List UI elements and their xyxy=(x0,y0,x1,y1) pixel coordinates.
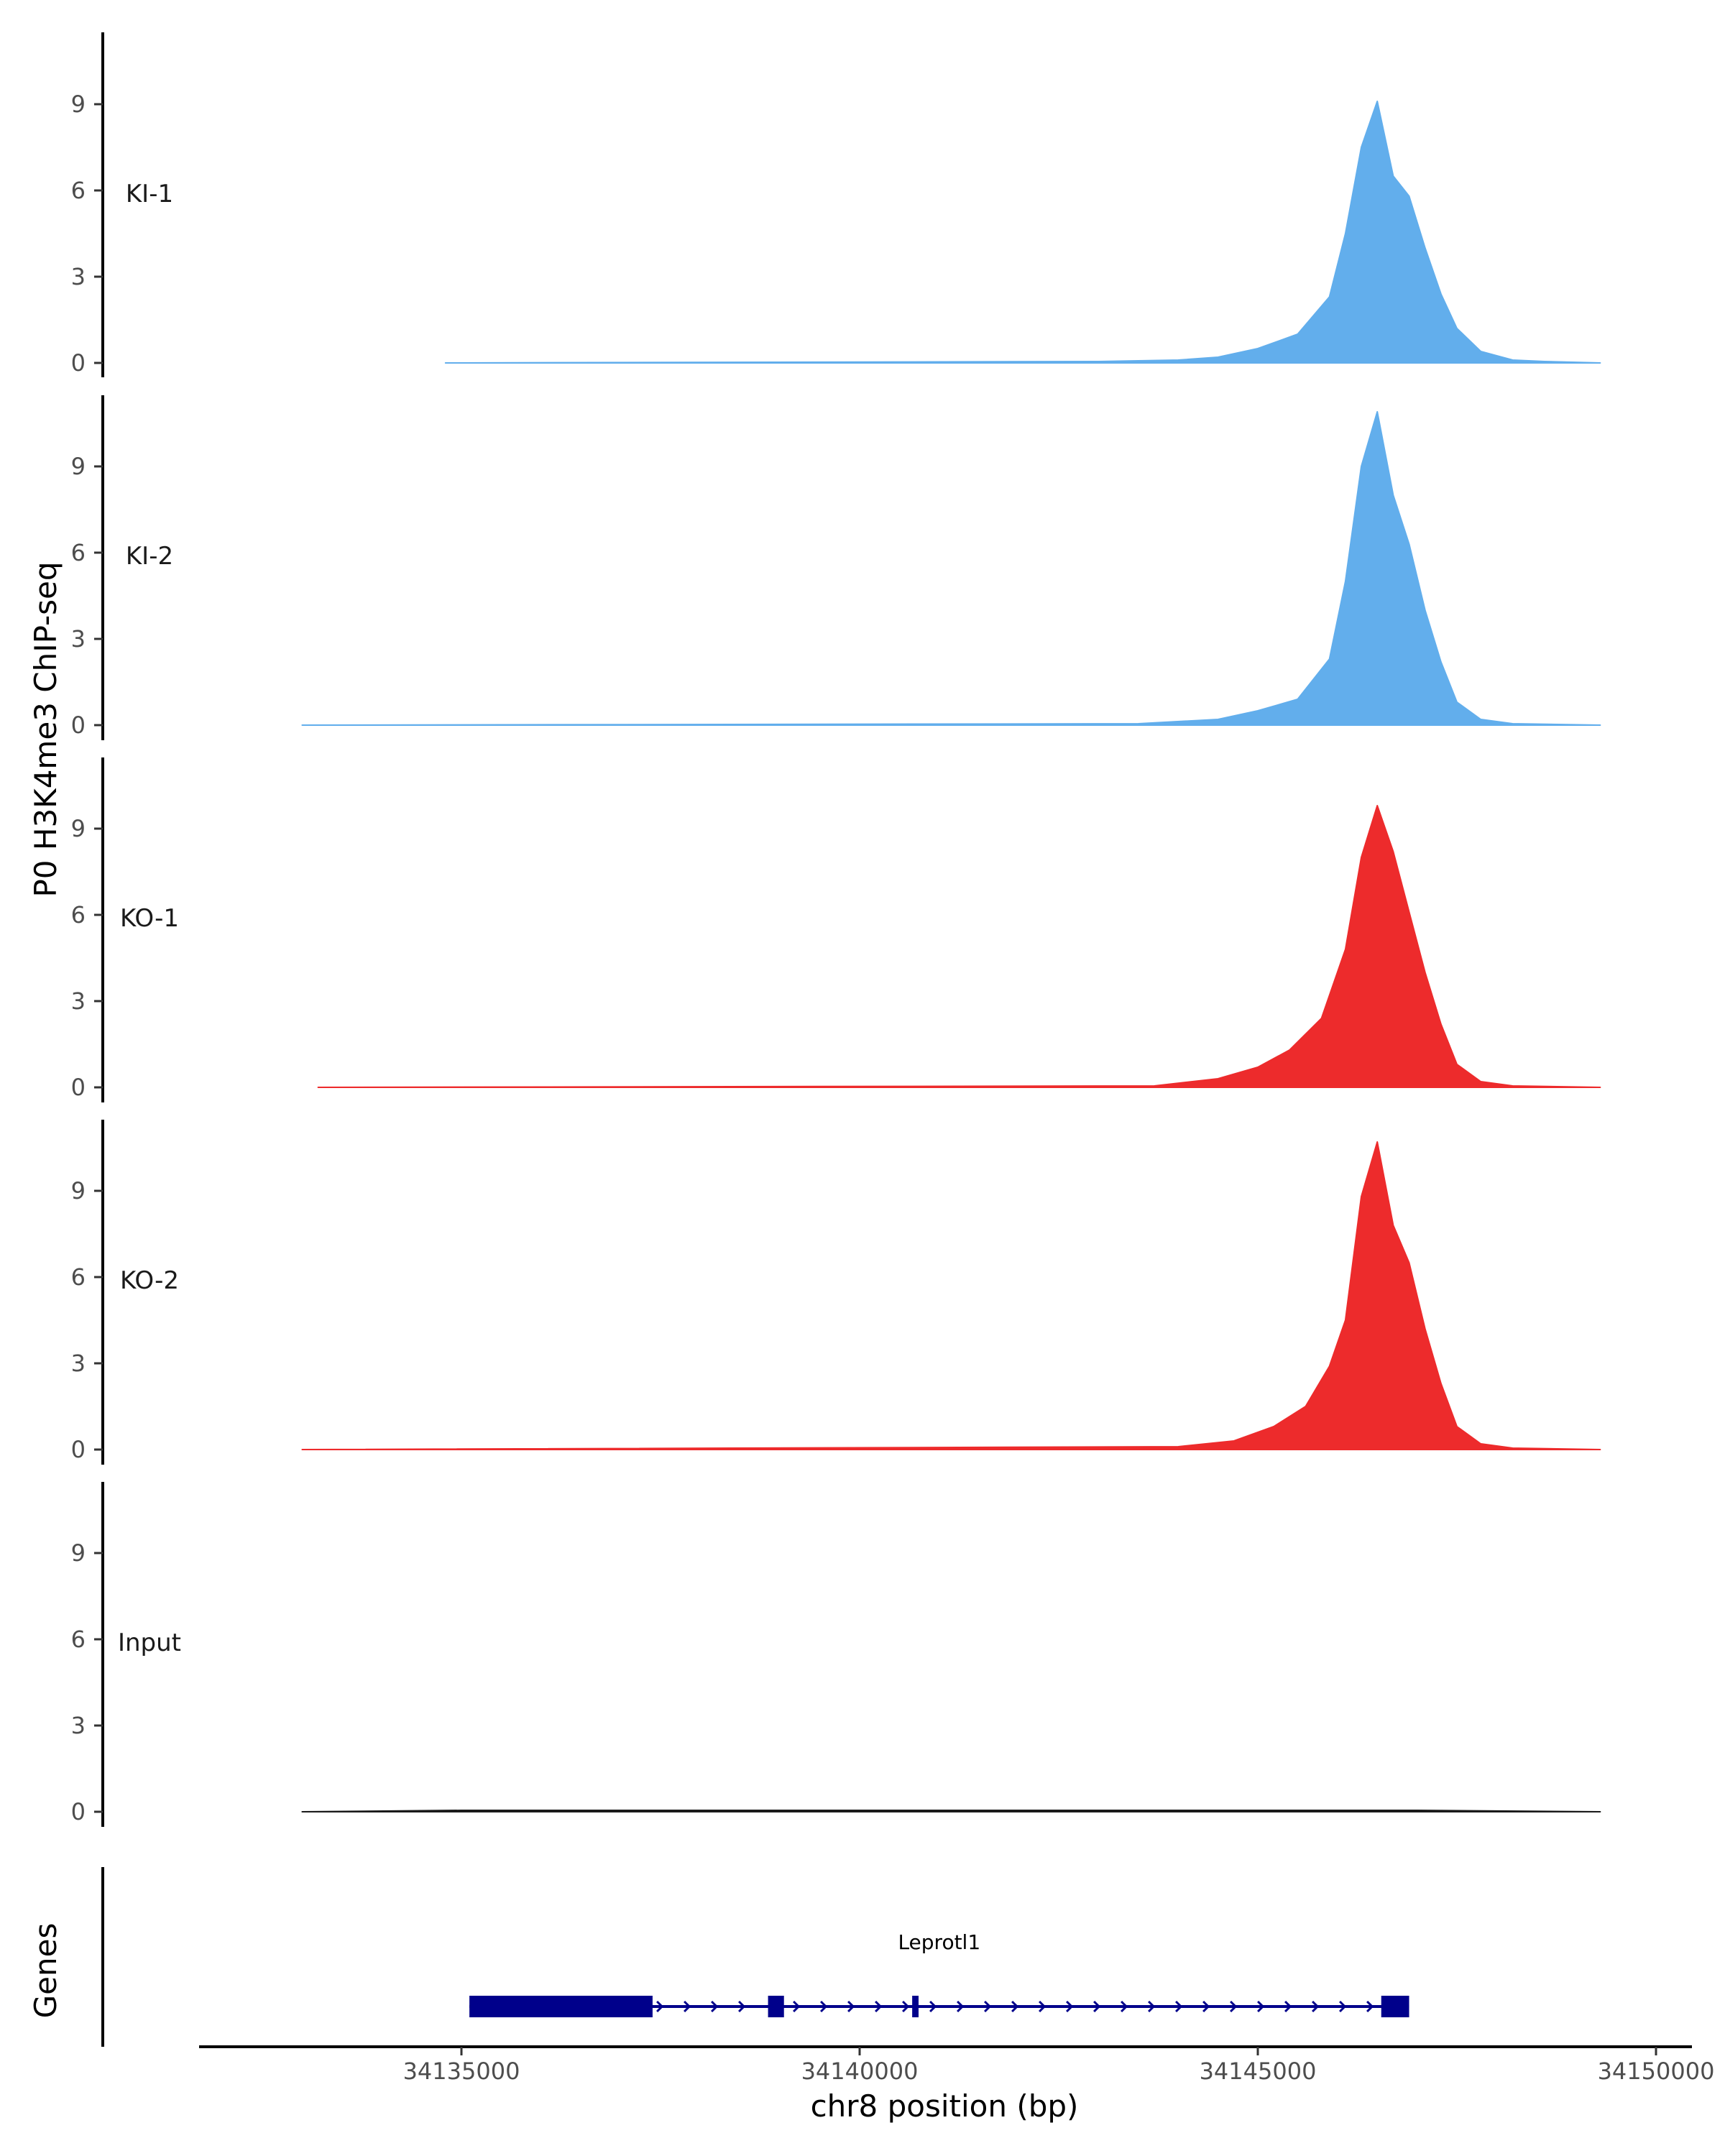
strand-arrow xyxy=(1148,2000,1156,2013)
strand-arrow xyxy=(738,2000,746,2013)
strand-arrow xyxy=(1066,2000,1074,2013)
y-tick-label: 6 xyxy=(71,901,86,929)
coverage-area xyxy=(301,1810,1601,1812)
track-label: KI-1 xyxy=(126,180,173,208)
y-tick-label: 9 xyxy=(71,815,86,842)
track-label: KI-2 xyxy=(126,542,173,571)
coverage-area xyxy=(301,411,1601,726)
strand-arrow xyxy=(656,2000,664,2013)
y-tick-label: 3 xyxy=(71,625,86,653)
y-tick-label: 0 xyxy=(71,1436,86,1463)
coverage-tracks: 0 3 6 9 KI-1 0 3 6 9 KI-2 0 3 6 9 KO-1 0 3 6 9 KO-2 0 3 6 9 Inpu… xyxy=(71,32,1601,1827)
strand-arrow xyxy=(1366,2000,1374,2013)
strand-arrow xyxy=(1257,2000,1265,2013)
y-tick-label: 3 xyxy=(71,1712,86,1739)
y-tick-label: 6 xyxy=(71,1263,86,1291)
strand-arrow xyxy=(684,2000,691,2013)
genes-panel-title: Genes xyxy=(28,1923,63,2019)
gene-exon xyxy=(768,1996,784,2017)
track-ki-2: 0 3 6 9 KI-2 xyxy=(71,395,1601,740)
x-tick-label: 34135000 xyxy=(403,2058,520,2085)
strand-arrow xyxy=(820,2000,828,2013)
strand-arrow xyxy=(902,2000,910,2013)
gene-name-label: Leprotl1 xyxy=(898,1930,980,1954)
y-tick-label: 3 xyxy=(71,1350,86,1377)
strand-arrow xyxy=(1312,2000,1320,2013)
gene-exon xyxy=(469,1996,653,2017)
y-tick-label: 9 xyxy=(71,453,86,480)
strand-arrow xyxy=(1175,2000,1183,2013)
track-ko-2: 0 3 6 9 KO-2 xyxy=(71,1120,1601,1465)
y-tick-label: 9 xyxy=(71,1177,86,1204)
strand-arrow xyxy=(1093,2000,1101,2013)
track-input: 0 3 6 9 Input xyxy=(71,1482,1601,1827)
strand-arrow xyxy=(1121,2000,1128,2013)
strand-arrow xyxy=(847,2000,855,2013)
strand-arrow xyxy=(984,2000,992,2013)
x-axis-title: chr8 position (bp) xyxy=(811,2088,1079,2124)
strand-arrow xyxy=(711,2000,719,2013)
x-tick-label: 34145000 xyxy=(1200,2058,1317,2085)
x-axis: 34135000 34140000 34145000 34150000 xyxy=(199,2045,1715,2085)
strand-arrow xyxy=(1039,2000,1046,2013)
y-tick-label: 3 xyxy=(71,987,86,1015)
coverage-area xyxy=(301,1141,1601,1450)
track-label: Input xyxy=(118,1628,181,1657)
y-tick-label: 0 xyxy=(71,711,86,739)
track-ki-1: 0 3 6 9 KI-1 xyxy=(71,32,1601,377)
y-tick-label: 0 xyxy=(71,1798,86,1825)
track-label: KO-2 xyxy=(120,1266,179,1295)
strand-arrow xyxy=(1339,2000,1347,2013)
y-tick-label: 6 xyxy=(71,177,86,204)
strand-arrow xyxy=(929,2000,937,2013)
strand-arrow xyxy=(1230,2000,1238,2013)
y-tick-label: 0 xyxy=(71,349,86,377)
y-tick-label: 0 xyxy=(71,1074,86,1101)
y-tick-label: 6 xyxy=(71,539,86,566)
gene-exon xyxy=(912,1996,919,2017)
y-tick-label: 6 xyxy=(71,1626,86,1653)
track-ko-1: 0 3 6 9 KO-1 xyxy=(71,757,1601,1102)
gene-exon xyxy=(1381,1996,1409,2017)
y-tick-label: 9 xyxy=(71,91,86,118)
x-tick-label: 34150000 xyxy=(1598,2058,1715,2085)
gene-track: Leprotl1 xyxy=(101,1867,1409,2047)
strand-arrow xyxy=(957,2000,965,2013)
coverage-area xyxy=(444,101,1601,364)
y-tick-label: 9 xyxy=(71,1539,86,1567)
coverage-area xyxy=(317,805,1601,1088)
strand-arrow xyxy=(793,2000,801,2013)
y-axis-title: P0 H3K4me3 ChIP-seq xyxy=(28,561,63,897)
x-tick-label: 34140000 xyxy=(801,2058,919,2085)
gene-leprotl1: Leprotl1 xyxy=(469,1930,1409,2017)
strand-arrow xyxy=(1202,2000,1210,2013)
y-tick-label: 3 xyxy=(71,263,86,290)
strand-arrow xyxy=(1011,2000,1019,2013)
track-label: KO-1 xyxy=(120,904,179,933)
strand-arrow xyxy=(875,2000,883,2013)
strand-arrow xyxy=(1284,2000,1292,2013)
